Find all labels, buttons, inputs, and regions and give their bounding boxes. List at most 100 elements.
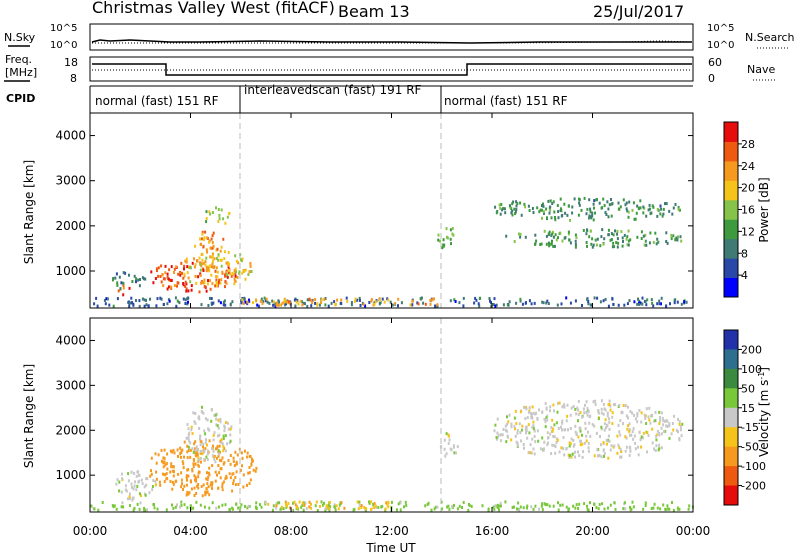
scatter-cell bbox=[520, 213, 523, 217]
scatter-cell bbox=[206, 458, 209, 461]
scatter-cell bbox=[201, 494, 204, 498]
scatter-cell bbox=[200, 460, 202, 464]
scatter-cell bbox=[168, 268, 171, 272]
scatter-cell bbox=[467, 508, 470, 512]
scatter-cell bbox=[554, 233, 557, 237]
scatter-cell bbox=[158, 480, 161, 484]
scatter-cell bbox=[135, 488, 138, 492]
scatter-cell bbox=[608, 417, 611, 421]
scatter-cell bbox=[616, 245, 619, 249]
scatter-cell bbox=[359, 304, 362, 307]
scatter-cell bbox=[440, 500, 443, 504]
scatter-cell bbox=[513, 505, 515, 509]
scatter-cell bbox=[248, 298, 250, 302]
scatter-cell bbox=[334, 302, 337, 306]
scatter-cell bbox=[585, 212, 588, 216]
scatter-cell bbox=[197, 456, 200, 460]
scatter-cell bbox=[678, 507, 681, 511]
scatter-cell bbox=[655, 242, 658, 246]
scatter-cell bbox=[215, 281, 218, 285]
scatter-cell bbox=[506, 303, 509, 307]
scatter-cell bbox=[661, 416, 664, 420]
scatter-cell bbox=[616, 434, 619, 438]
scatter-cell bbox=[356, 298, 359, 302]
scatter-cell bbox=[405, 504, 408, 507]
scatter-cell bbox=[209, 264, 212, 268]
scatter-cell bbox=[545, 242, 548, 246]
scatter-cell bbox=[516, 442, 519, 446]
scatter-cell bbox=[620, 455, 623, 459]
colorbar-swatch bbox=[724, 330, 738, 350]
scatter-cell bbox=[493, 507, 496, 511]
scatter-cell bbox=[516, 429, 519, 433]
scatter-cell bbox=[187, 449, 190, 452]
scatter-cell bbox=[664, 507, 667, 511]
scatter-cell bbox=[655, 444, 658, 448]
scatter-cell bbox=[230, 425, 233, 429]
scatter-cell bbox=[607, 434, 610, 438]
scatter-cell bbox=[501, 208, 504, 212]
scatter-cell bbox=[505, 440, 508, 444]
scatter-cell bbox=[228, 472, 231, 476]
scatter-cell bbox=[179, 273, 182, 277]
scatter-cell bbox=[524, 417, 527, 420]
scatter-cell bbox=[586, 228, 588, 232]
scatter-cell bbox=[564, 211, 567, 215]
scatter-cell bbox=[557, 236, 559, 240]
scatter-cell bbox=[256, 303, 259, 307]
colorbar-tick-label: 16 bbox=[741, 204, 755, 217]
scatter-cell bbox=[122, 281, 125, 285]
scatter-cell bbox=[222, 449, 225, 453]
colorbar-tick-label: -15 bbox=[741, 421, 759, 434]
scatter-cell bbox=[176, 299, 179, 303]
scatter-cell bbox=[577, 507, 580, 510]
scatter-cell bbox=[356, 500, 359, 504]
scatter-cell bbox=[277, 299, 280, 303]
scatter-cell bbox=[568, 444, 571, 448]
scatter-cell bbox=[558, 450, 561, 454]
scatter-cell bbox=[666, 241, 669, 245]
scatter-cell bbox=[647, 208, 650, 212]
scatter-cell bbox=[650, 298, 653, 302]
scatter-cell bbox=[658, 431, 661, 435]
scatter-cell bbox=[218, 433, 221, 437]
scatter-cell bbox=[531, 405, 534, 409]
scatter-cell bbox=[549, 199, 552, 203]
scatter-cell bbox=[616, 232, 619, 236]
scatter-cell bbox=[252, 301, 254, 305]
scatter-cell bbox=[328, 501, 331, 504]
scatter-cell bbox=[315, 500, 318, 504]
scatter-cell bbox=[138, 492, 141, 496]
scatter-cell bbox=[560, 446, 563, 450]
scatter-cell bbox=[600, 411, 603, 415]
scatter-cell bbox=[226, 215, 229, 219]
scatter-cell bbox=[511, 209, 514, 213]
scatter-cell bbox=[185, 474, 188, 478]
scatter-cell bbox=[608, 427, 611, 431]
scatter-cell bbox=[302, 301, 305, 305]
scatter-cell bbox=[176, 503, 178, 507]
scatter-cell bbox=[182, 466, 185, 470]
scatter-cell bbox=[189, 280, 192, 284]
nsky-axis-top: 10^5 bbox=[50, 23, 77, 34]
scatter-cell bbox=[561, 421, 564, 425]
scatter-cell bbox=[622, 404, 625, 407]
power-colorbar-label: Power [dB] bbox=[757, 177, 771, 242]
scatter-cell bbox=[671, 422, 674, 425]
scatter-cell bbox=[443, 438, 446, 442]
scatter-cell bbox=[625, 445, 628, 449]
scatter-cell bbox=[202, 411, 205, 415]
scatter-cell bbox=[474, 296, 477, 300]
scatter-cell bbox=[263, 296, 266, 300]
scatter-cell bbox=[339, 301, 342, 305]
scatter-cell bbox=[493, 429, 496, 433]
scatter-cell bbox=[579, 426, 582, 430]
scatter-cell bbox=[229, 454, 232, 457]
scatter-cell bbox=[215, 278, 218, 282]
scatter-cell bbox=[532, 424, 535, 428]
scatter-cell bbox=[241, 464, 243, 468]
scatter-cell bbox=[563, 236, 566, 240]
scatter-cell bbox=[218, 213, 221, 217]
scatter-cell bbox=[184, 285, 187, 288]
